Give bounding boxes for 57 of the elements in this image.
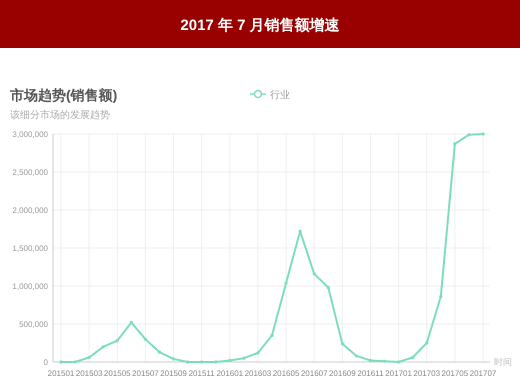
point [298, 230, 302, 233]
x-tick-label: 201505 [104, 369, 132, 378]
x-axis-title: 时间 [494, 357, 512, 367]
point [397, 360, 400, 364]
y-tick-label: 1,000,000 [12, 282, 49, 291]
x-tick-label: 201607 [300, 369, 328, 378]
x-tick-label: 201603 [244, 369, 272, 378]
x-tick-label: 201601 [216, 369, 244, 378]
point [284, 281, 288, 285]
text: 该细分市场的发展趋势 [10, 109, 110, 121]
point [411, 356, 414, 360]
point [130, 320, 133, 324]
point [102, 345, 105, 348]
y-tick-label: 2,000,000 [12, 206, 49, 215]
point [228, 358, 232, 362]
point [88, 356, 91, 360]
point [340, 342, 344, 346]
x-tick-label: 201509 [160, 369, 188, 378]
point [270, 334, 274, 337]
x-tick-label: 201707 [470, 369, 497, 378]
point [73, 360, 77, 364]
point [116, 339, 119, 342]
x-tick-label: 201605 [272, 369, 300, 378]
y-tick-label: 3,000,000 [12, 130, 49, 139]
x-tick-label: 201511 [188, 369, 216, 378]
x-tick-label: 201609 [328, 369, 356, 378]
point [256, 351, 260, 354]
y-tick-label: 1,500,000 [12, 244, 49, 253]
chart-title: 2017 年 7 月销售额增速 [180, 16, 341, 34]
point [439, 295, 442, 298]
y-tick-label: 500,000 [19, 320, 49, 329]
point [59, 360, 63, 364]
x-tick-label: 201703 [413, 369, 441, 378]
x-tick-label: 201507 [132, 369, 160, 378]
point [382, 360, 386, 363]
y-tick-label: 0 [44, 358, 49, 367]
point [186, 360, 190, 364]
point [326, 286, 330, 290]
point [467, 133, 471, 136]
point [354, 354, 358, 358]
x-tick-label: 201503 [76, 369, 104, 378]
point [158, 350, 162, 354]
y-tick-label: 2,500,000 [12, 168, 49, 177]
x-tick-label: 201705 [442, 369, 469, 378]
point [242, 356, 246, 360]
x-tick-label: 201611 [357, 369, 384, 378]
point [144, 338, 147, 341]
chart-subtitle: 市场趋势(销售额) [9, 87, 118, 103]
point [368, 358, 372, 362]
x-tick-label: 201701 [385, 369, 412, 378]
legend-label: 行业 [270, 89, 290, 101]
point [481, 132, 485, 136]
point [425, 341, 428, 345]
point [312, 272, 316, 276]
point [172, 357, 176, 361]
x-tick-label: 201501 [48, 369, 75, 378]
point [453, 142, 456, 146]
